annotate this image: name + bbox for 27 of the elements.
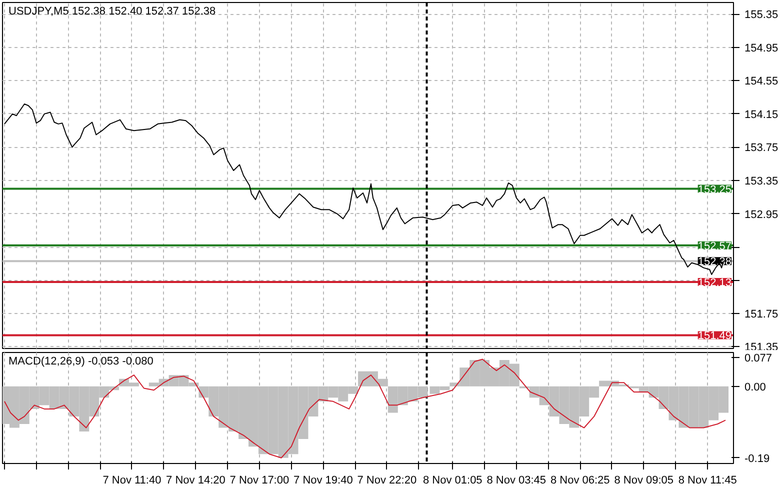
y-tick-label: 0.077	[744, 352, 772, 364]
chart-title: MACD(12,26,9) -0.053 -0.080	[8, 356, 154, 368]
x-tick-label: 8 Nov 11:45	[678, 474, 737, 486]
y-tick-label: -0.19	[744, 452, 770, 465]
y-tick-label: 0.00	[744, 381, 766, 394]
ref-line-label: 152.13	[698, 276, 732, 289]
y-tick-label: 154.55	[744, 76, 778, 88]
y-tick-label: 155.35	[744, 9, 778, 22]
y-tick-label: 154.95	[744, 42, 778, 54]
x-tick-label: 7 Nov 17:00	[230, 474, 290, 486]
y-tick-label: 153.75	[744, 142, 778, 154]
ref-line-label: 151.49	[698, 330, 732, 342]
x-tick-label: 7 Nov 11:40	[102, 474, 162, 486]
x-tick-label: 8 Nov 06:25	[550, 474, 610, 486]
y-tick-label: 152.95	[744, 208, 778, 221]
y-tick-label: 151.75	[744, 308, 778, 321]
y-tick-label: 154.15	[744, 108, 778, 121]
x-tick-label: 7 Nov 14:20	[166, 474, 226, 486]
x-tick-label: 8 Nov 01:05	[422, 474, 482, 486]
x-tick-label: 8 Nov 09:05	[614, 474, 674, 486]
x-tick-label: 8 Nov 03:45	[486, 474, 546, 486]
y-tick-label: 153.35	[744, 175, 778, 188]
chart-title: USDJPY,M5 152.38 152.40 152.37 152.38	[8, 6, 216, 18]
ref-line-label: 152.57	[698, 240, 732, 252]
x-tick-label: 7 Nov 22:20	[357, 474, 417, 486]
x-tick-label: 7 Nov 19:40	[294, 474, 353, 486]
ref-line-label: 153.25	[698, 184, 732, 196]
